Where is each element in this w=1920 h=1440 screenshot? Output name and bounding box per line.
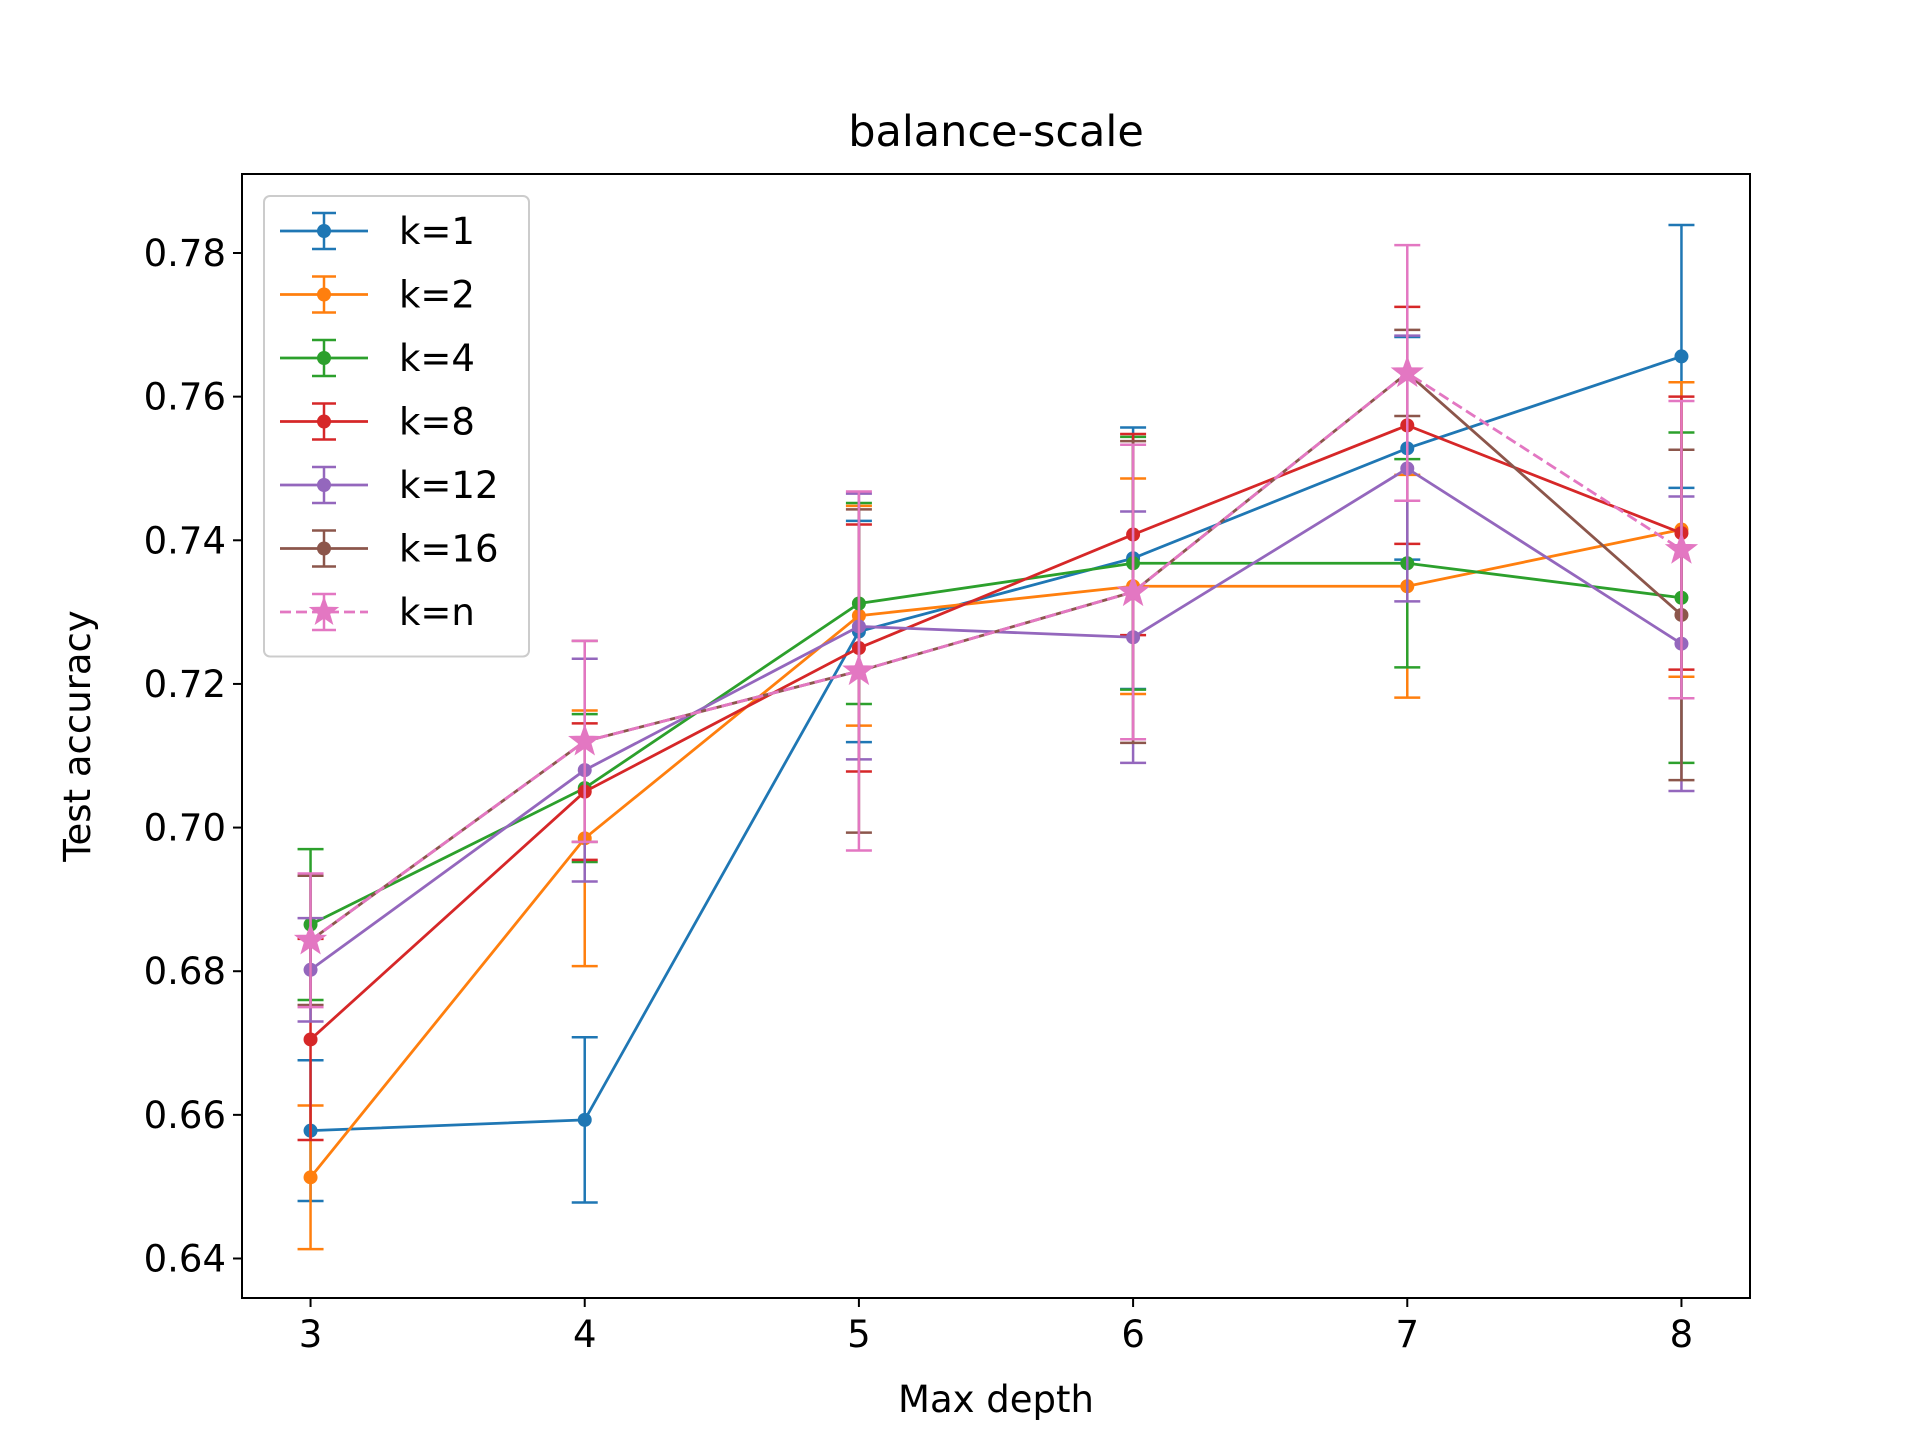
- x-tick-label: 7: [1395, 1313, 1419, 1356]
- x-tick-label: 6: [1121, 1313, 1145, 1356]
- data-point: [293, 922, 328, 955]
- legend-swatch-marker: [317, 541, 331, 556]
- legend-swatch-marker: [317, 351, 331, 365]
- legend-swatch-marker: [308, 596, 340, 625]
- data-point: [303, 1170, 318, 1185]
- axis-ticks: 3 4 5 6 7 8 0.64 0.66 0.68 0.70 0.72 0.74 0.76 0.78: [144, 232, 1694, 1356]
- legend-swatch-marker: [317, 478, 331, 492]
- series-line: [309, 423, 1682, 1041]
- legend-label: k=8: [399, 401, 475, 444]
- data-point: [1116, 574, 1150, 607]
- series-line: [309, 561, 1682, 926]
- series-line: [309, 371, 1683, 942]
- series-line: [310, 355, 1682, 1133]
- legend-swatch-marker: [317, 287, 331, 302]
- data-point: [1664, 532, 1699, 564]
- y-tick-label: 0.76: [144, 376, 226, 419]
- plot-area: [293, 223, 1699, 1251]
- data-point: [303, 1032, 318, 1047]
- legend-label: k=2: [399, 274, 475, 317]
- x-tick-label: 5: [847, 1313, 871, 1356]
- data-point: [568, 723, 602, 756]
- data-point: [577, 1112, 592, 1127]
- legend-swatch-marker: [317, 224, 331, 238]
- y-tick-label: 0.66: [144, 1094, 226, 1137]
- legend-swatch-marker: [317, 414, 331, 429]
- legend-label: k=n: [399, 591, 475, 634]
- y-tick-label: 0.78: [144, 232, 226, 275]
- y-tick-label: 0.70: [144, 807, 226, 850]
- legend: k=1 k=2 k=4 k=8 k=12 k=16 k=n: [263, 195, 530, 658]
- legend-label: k=12: [399, 464, 499, 507]
- series-6: [293, 243, 1699, 1009]
- data-point: [1674, 349, 1689, 364]
- x-axis-label: Max depth: [898, 1378, 1094, 1421]
- x-tick-label: 3: [299, 1313, 323, 1356]
- data-point: [1390, 355, 1424, 388]
- chart-title: balance-scale: [848, 107, 1144, 157]
- legend-label: k=4: [399, 337, 475, 380]
- y-axis-label: Test accuracy: [56, 610, 99, 863]
- y-tick-label: 0.68: [144, 950, 226, 993]
- y-tick-label: 0.72: [144, 663, 226, 706]
- legend-box: [263, 195, 530, 658]
- legend-label: k=1: [399, 210, 475, 253]
- y-tick-label: 0.74: [144, 519, 226, 562]
- y-tick-label: 0.64: [144, 1237, 226, 1280]
- x-tick-label: 4: [573, 1313, 597, 1356]
- legend-label: k=16: [399, 528, 499, 571]
- axes-frame: [241, 173, 1751, 1299]
- series-line: [309, 528, 1682, 1179]
- data-point: [842, 653, 876, 686]
- x-tick-label: 8: [1670, 1313, 1694, 1356]
